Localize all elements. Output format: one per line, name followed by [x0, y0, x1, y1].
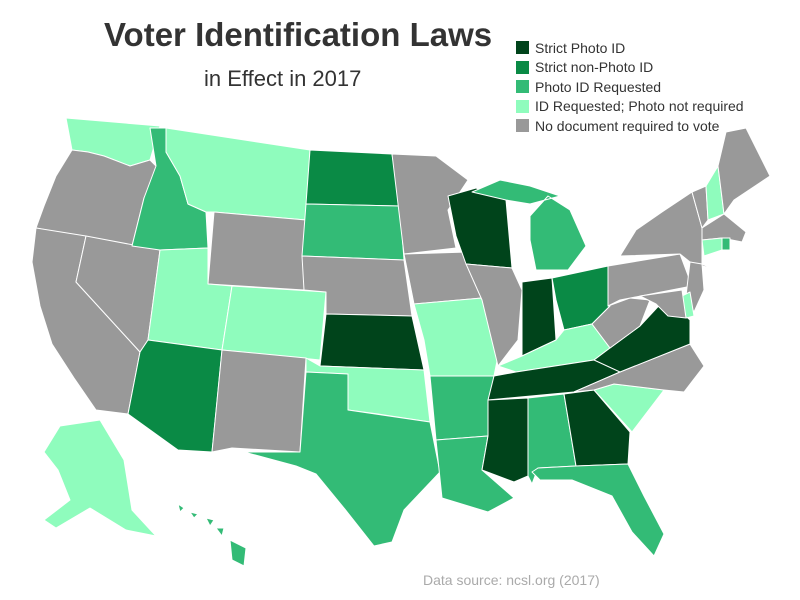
state-florida[interactable]	[531, 463, 665, 557]
state-arkansas[interactable]	[429, 375, 495, 441]
legend-swatch	[516, 60, 529, 74]
legend-item-strict-photo: Strict Photo ID	[516, 38, 744, 58]
legend-label: No document required to vote	[535, 117, 720, 134]
map-subtitle: in Effect in 2017	[204, 66, 362, 91]
legend-label: ID Requested; Photo not required	[535, 98, 744, 115]
legend-label: Strict non-Photo ID	[535, 59, 654, 76]
state-illinois[interactable]	[465, 263, 523, 367]
state-alaska[interactable]	[43, 419, 157, 537]
legend-label: Strict Photo ID	[535, 39, 626, 56]
state-north-dakota[interactable]	[305, 149, 401, 207]
data-source-note: Data source: ncsl.org (2017)	[423, 572, 600, 588]
map-title: Voter Identification Laws	[104, 16, 493, 53]
state-connecticut[interactable]	[701, 237, 723, 257]
state-maryland[interactable]	[639, 289, 687, 319]
state-new-mexico[interactable]	[211, 349, 307, 453]
legend-item-id-requested: ID Requested; Photo not required	[516, 97, 744, 117]
state-west-virginia[interactable]	[591, 297, 651, 349]
state-hawaii[interactable]	[177, 503, 247, 567]
state-south-dakota[interactable]	[301, 203, 405, 261]
state-pennsylvania[interactable]	[607, 253, 693, 307]
legend-item-photo-requested: Photo ID Requested	[516, 77, 744, 97]
state-arizona[interactable]	[127, 339, 223, 453]
state-mississippi[interactable]	[481, 397, 529, 483]
state-rhode-island[interactable]	[721, 237, 731, 251]
state-north-carolina[interactable]	[573, 343, 705, 393]
state-kansas[interactable]	[319, 313, 425, 371]
state-michigan[interactable]	[471, 179, 587, 271]
legend: Strict Photo ID Strict non-Photo ID Phot…	[516, 38, 744, 136]
legend-swatch	[516, 119, 529, 133]
states-layer	[31, 117, 771, 567]
state-maine[interactable]	[717, 127, 771, 215]
legend-swatch	[516, 80, 529, 94]
legend-swatch	[516, 99, 529, 113]
state-new-york[interactable]	[619, 191, 717, 271]
legend-label: Photo ID Requested	[535, 78, 662, 95]
state-texas[interactable]	[243, 371, 441, 547]
legend-item-strict-nonphoto: Strict non-Photo ID	[516, 58, 744, 78]
state-wyoming[interactable]	[207, 211, 307, 291]
state-colorado[interactable]	[221, 285, 327, 361]
legend-item-none: No document required to vote	[516, 116, 744, 136]
legend-swatch	[516, 41, 529, 55]
